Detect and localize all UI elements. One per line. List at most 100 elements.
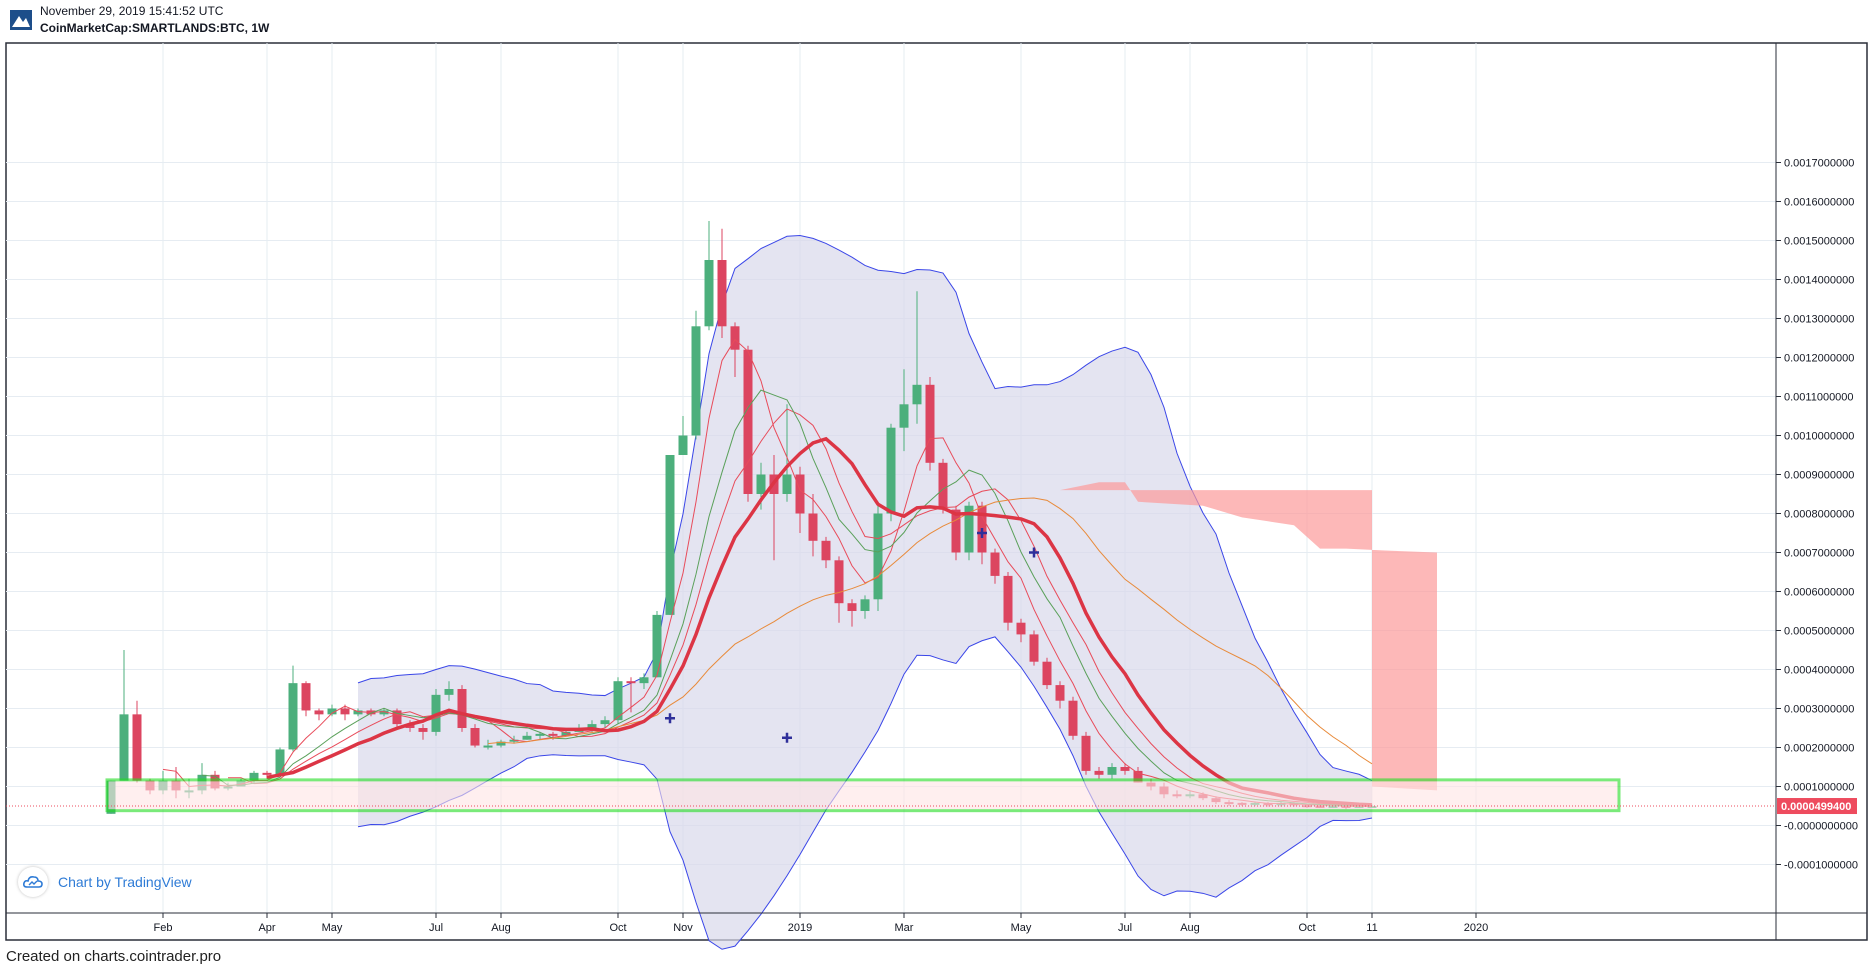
- x-tick-label: Nov: [673, 922, 693, 934]
- candle-body: [808, 513, 818, 541]
- candle-body: [249, 772, 259, 781]
- candle-body: [665, 455, 675, 615]
- candle-body: [496, 741, 506, 746]
- x-tick-label: Oct: [1298, 922, 1315, 934]
- candle-body: [1107, 767, 1117, 775]
- candle-body: [951, 509, 961, 553]
- candle-body: [1068, 700, 1078, 736]
- candle-body: [756, 474, 766, 494]
- x-tick-label: 11: [1366, 922, 1377, 934]
- bollinger-band-fill: [358, 235, 1372, 950]
- candle-body: [964, 505, 974, 553]
- tradingview-badge[interactable]: Chart by TradingView: [18, 867, 192, 897]
- candle-body: [509, 739, 519, 742]
- candle-body: [886, 427, 896, 514]
- last-price-tag: [1777, 798, 1857, 815]
- y-tick-label: -0.0000000000: [1784, 821, 1858, 833]
- candle-body: [314, 710, 324, 715]
- candle-body: [288, 683, 298, 750]
- y-tick-label: 0.0013000000: [1784, 314, 1854, 326]
- candle-body: [795, 474, 805, 514]
- tradingview-badge-label: Chart by TradingView: [58, 874, 192, 890]
- candle-body: [301, 683, 311, 711]
- cross-marker: [782, 732, 792, 743]
- candle-body: [522, 735, 532, 740]
- candle-body: [691, 326, 701, 436]
- candle-body: [678, 435, 688, 455]
- chart-timestamp: November 29, 2019 15:41:52 UTC: [40, 4, 224, 18]
- candle-body: [379, 710, 389, 715]
- candle-body: [1042, 661, 1052, 686]
- y-tick-label: 0.0004000000: [1784, 665, 1854, 677]
- candle-body: [340, 708, 350, 715]
- candle-body: [847, 603, 857, 611]
- x-tick-label: Jul: [429, 922, 443, 934]
- x-tick-label: 2020: [1464, 922, 1488, 934]
- candle-body: [873, 513, 883, 600]
- y-tick-label: 0.0006000000: [1784, 587, 1854, 599]
- x-tick-label: Aug: [491, 922, 511, 934]
- tradingview-cloud-icon: [18, 867, 48, 897]
- chart-frame: [5, 42, 1868, 941]
- x-tick-label: Jul: [1118, 922, 1132, 934]
- candle-body: [132, 714, 142, 781]
- candle-body: [626, 681, 636, 684]
- candle-body: [483, 745, 493, 748]
- y-tick-label: 0.0010000000: [1784, 431, 1854, 443]
- bollinger-upper-line: [357, 235, 1373, 782]
- price-axis[interactable]: 0.0017000000 0.0016000000 0.0015000000 0.00…: [1776, 158, 1858, 872]
- candle-body: [1003, 575, 1013, 623]
- baseline-line: [266, 436, 1373, 807]
- y-tick-label: 0.0015000000: [1784, 236, 1854, 248]
- candle-body: [990, 552, 1000, 576]
- y-tick-label: 0.0003000000: [1784, 704, 1854, 716]
- candle-body: [470, 728, 480, 746]
- candle-body: [704, 260, 714, 327]
- candle-body: [860, 599, 870, 611]
- x-tick-label: Aug: [1180, 922, 1200, 934]
- candle-body: [782, 474, 792, 494]
- candle-body: [938, 462, 948, 510]
- candle-body: [119, 714, 129, 781]
- footer-credit: Created on charts.cointrader.pro: [6, 948, 222, 965]
- y-tick-label: 0.0002000000: [1784, 743, 1854, 755]
- moving-average-line: [228, 408, 1373, 806]
- candle-body: [717, 260, 727, 327]
- candle-body: [444, 689, 454, 695]
- y-tick-label: 0.0016000000: [1784, 197, 1854, 209]
- x-tick-label: May: [1011, 922, 1032, 934]
- chart-header: November 29, 2019 15:41:52 UTC CoinMarke…: [0, 0, 1874, 40]
- candle-body: [834, 560, 844, 604]
- last-price-label: 0.0000499400: [1781, 801, 1851, 813]
- candle-body: [730, 326, 740, 350]
- candle-body: [1016, 622, 1026, 635]
- candle-body: [418, 728, 428, 732]
- candle-body: [457, 689, 467, 728]
- y-tick-label: 0.0001000000: [1784, 782, 1854, 794]
- y-tick-label: 0.0014000000: [1784, 275, 1854, 287]
- candle-body: [925, 384, 935, 463]
- overlays: [6, 338, 1776, 813]
- candle-body: [587, 724, 597, 728]
- candle-body: [821, 540, 831, 561]
- x-tick-label: Apr: [258, 922, 275, 934]
- candle-body: [1029, 634, 1039, 662]
- candle-body: [1055, 685, 1065, 701]
- x-tick-label: Mar: [895, 922, 914, 934]
- x-tick-label: 2019: [788, 922, 812, 934]
- y-tick-label: 0.0012000000: [1784, 353, 1854, 365]
- candle-body: [392, 710, 402, 725]
- candle-body: [912, 384, 922, 405]
- y-tick-label: 0.0011000000: [1784, 392, 1854, 404]
- y-tick-label: 0.0017000000: [1784, 158, 1854, 170]
- candle-body: [1133, 770, 1143, 783]
- candle-body: [1120, 767, 1130, 771]
- candle-body: [327, 708, 337, 715]
- time-axis[interactable]: Feb Apr May Jul Aug Oct Nov 2019 Mar May Jul Aug Oct…: [154, 913, 1489, 934]
- candle-body: [743, 349, 753, 494]
- indicator-bands: [357, 235, 1437, 950]
- candle-body: [1081, 735, 1091, 771]
- candle-body: [600, 720, 610, 725]
- candle-body: [548, 733, 558, 736]
